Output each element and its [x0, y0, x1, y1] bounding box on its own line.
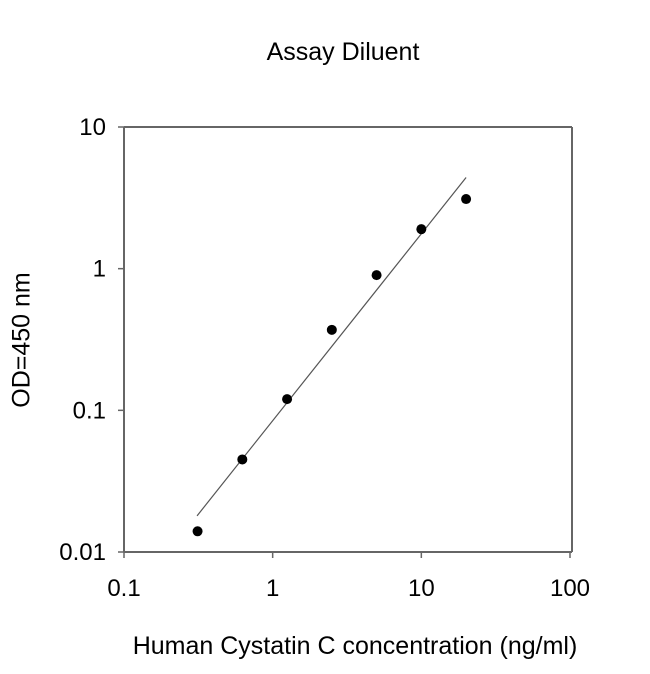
x-tick-label: 100: [550, 575, 590, 602]
data-point: [416, 224, 427, 235]
chart-title: Assay Diluent: [266, 38, 420, 66]
data-point: [326, 324, 337, 335]
axes: [118, 126, 573, 558]
data-point: [371, 270, 382, 281]
y-tick-label: 0.01: [59, 539, 106, 566]
data-point: [461, 194, 472, 205]
x-tick-label: 1: [266, 575, 279, 602]
x-tick-label: 0.1: [107, 575, 140, 602]
x-axis-label: Human Cystatin C concentration (ng/ml): [132, 632, 578, 660]
data-point: [192, 526, 203, 537]
y-tick-label: 1: [93, 256, 106, 283]
data-point: [282, 394, 293, 405]
y-tick-label: 0.1: [73, 397, 106, 424]
x-tick-label: 10: [408, 575, 435, 602]
data-point: [237, 454, 248, 465]
data-points: [192, 194, 472, 537]
y-tick-label: 10: [79, 114, 106, 141]
